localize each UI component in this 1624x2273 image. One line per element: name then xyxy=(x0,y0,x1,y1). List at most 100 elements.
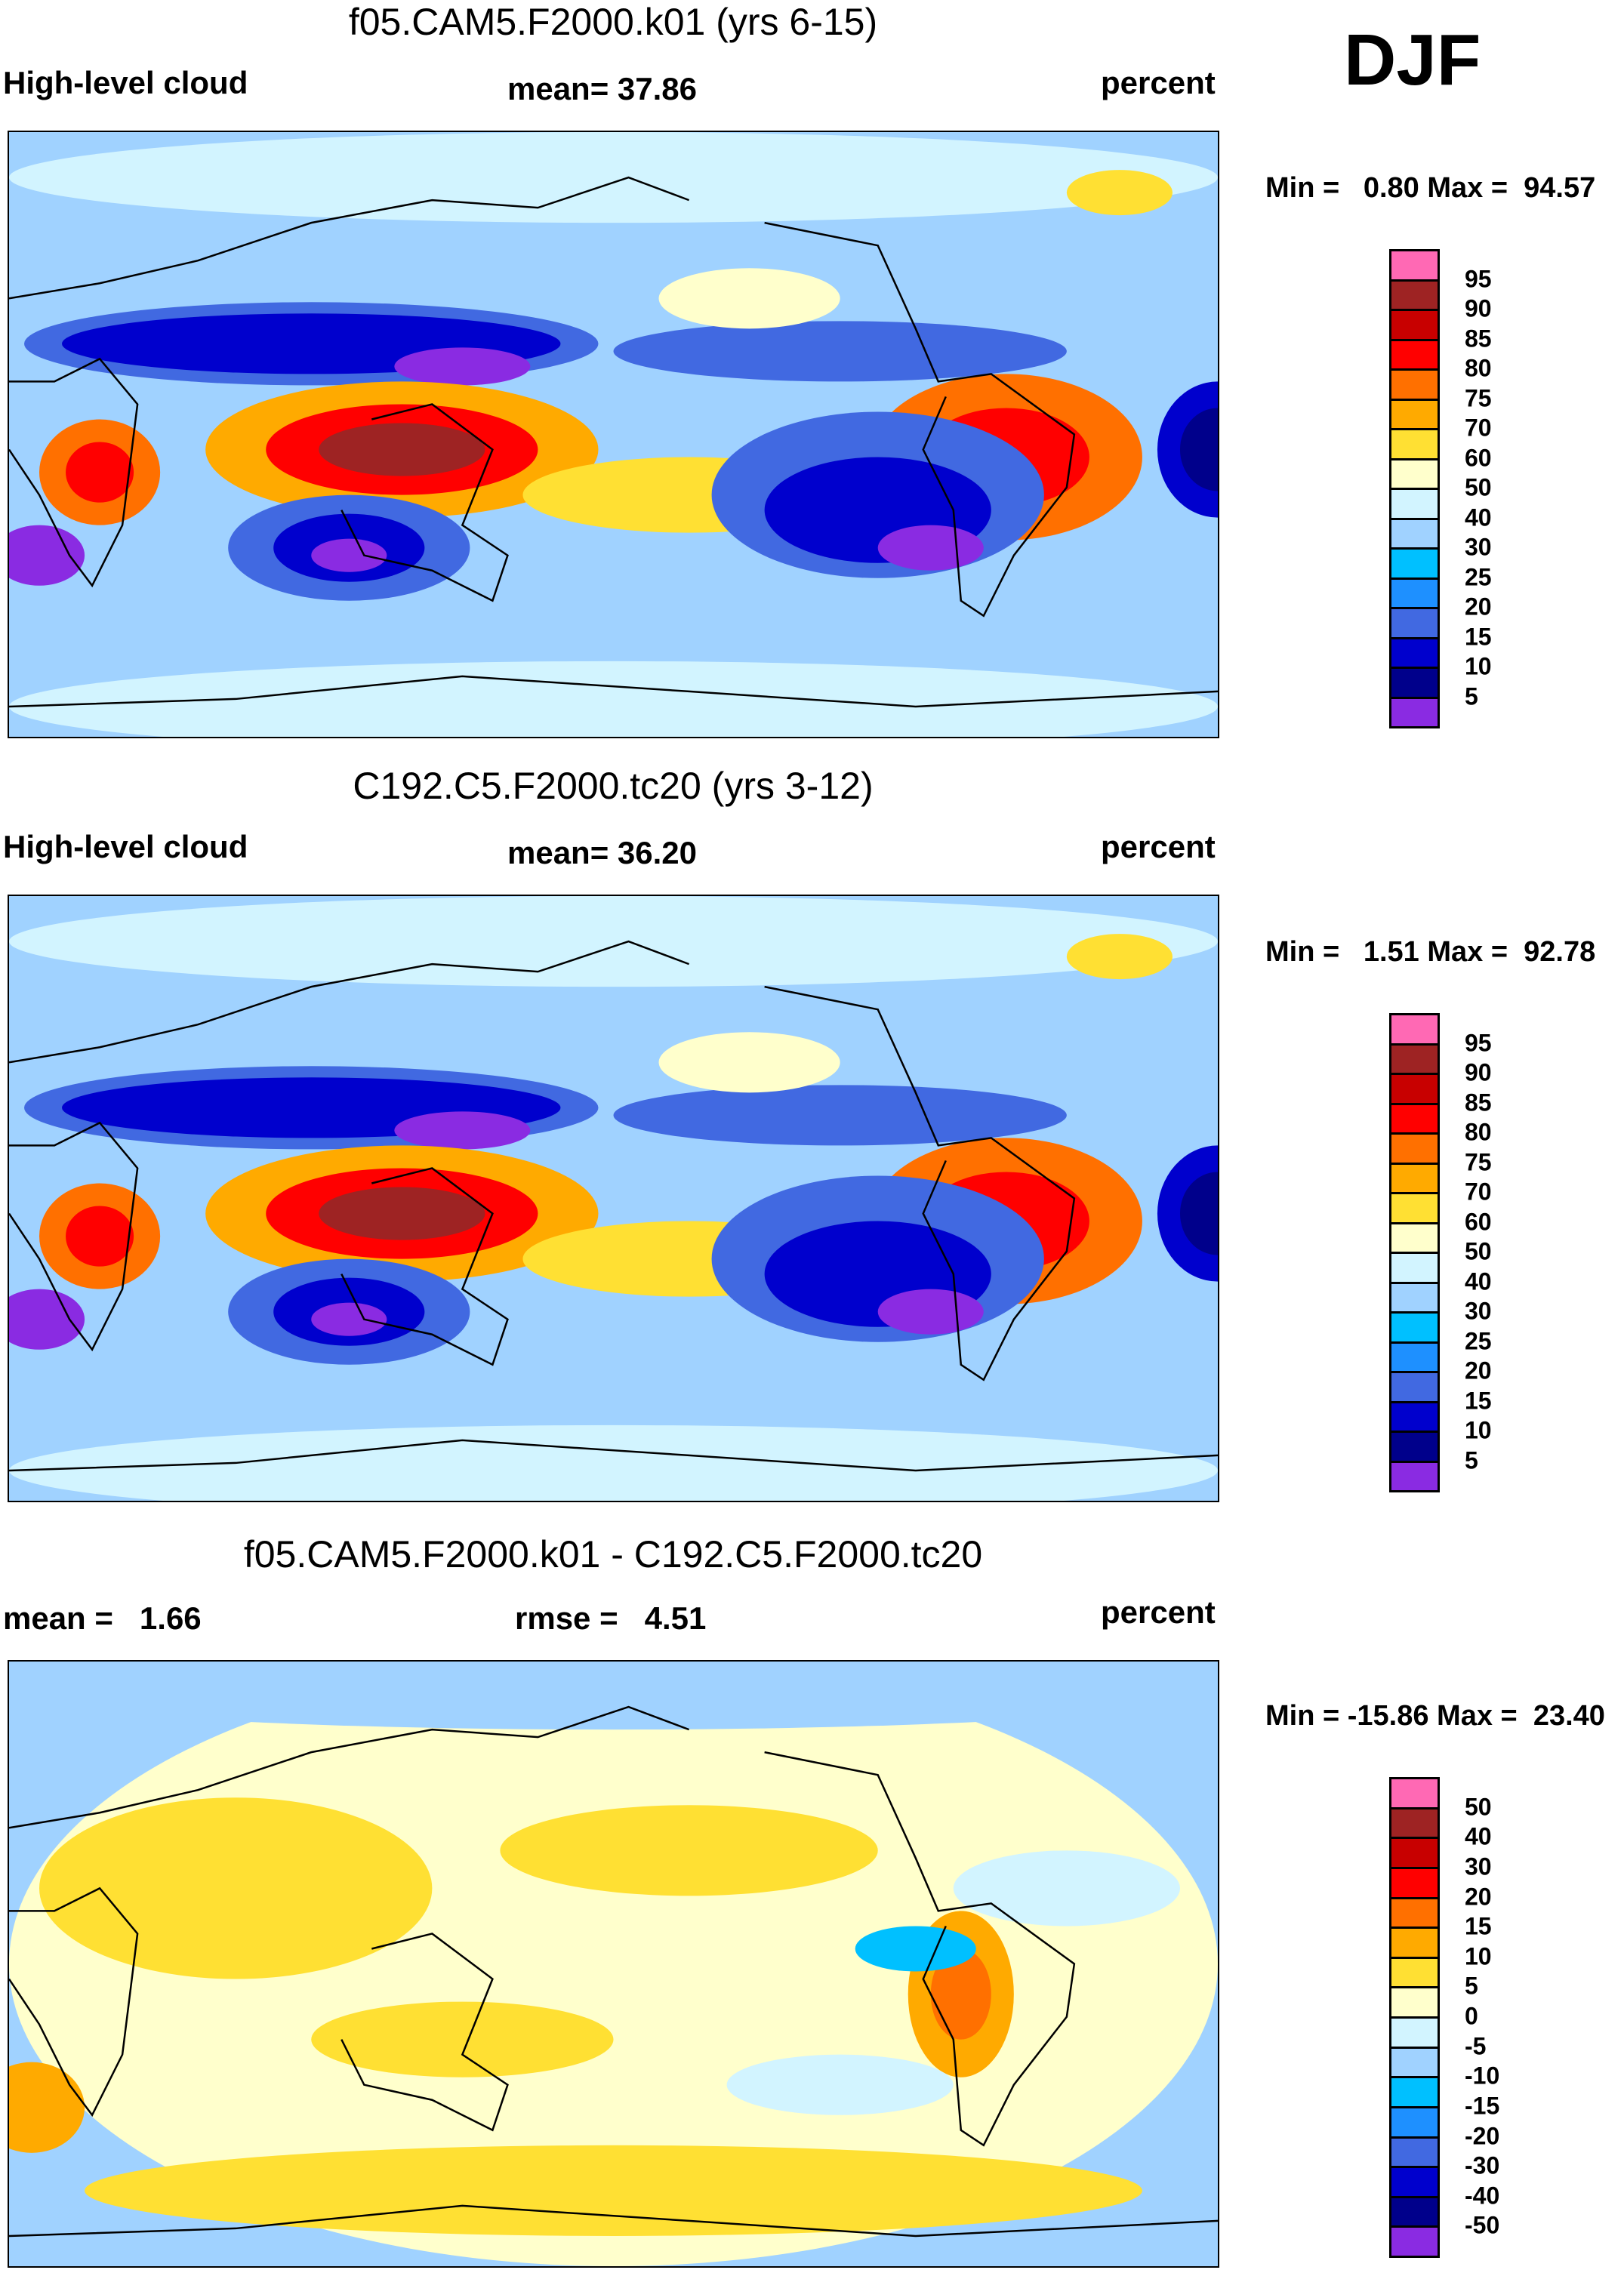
colorbar-swatch xyxy=(1389,1341,1440,1373)
colorbar-swatch xyxy=(1389,1221,1440,1254)
contour-region xyxy=(1066,934,1173,980)
colorbar-swatch xyxy=(1389,457,1440,490)
panel1-minmax: Min = 0.80 Max = 94.57 xyxy=(1265,172,1596,204)
colorbar-label: -40 xyxy=(1465,2182,1500,2210)
contour-region xyxy=(394,347,531,386)
contour-region xyxy=(9,2062,85,2153)
panel3-minmax: Min = -15.86 Max = 23.40 xyxy=(1265,1700,1605,1732)
colorbar-label: 15 xyxy=(1465,623,1492,650)
colorbar-swatch xyxy=(1389,2016,1440,2049)
colorbar-swatch xyxy=(1389,2046,1440,2079)
contour-region xyxy=(9,896,1218,987)
colorbar-label: -30 xyxy=(1465,2151,1500,2179)
colorbar-label: 30 xyxy=(1465,533,1492,561)
coastline xyxy=(9,940,690,1064)
colorbar-swatch xyxy=(1389,547,1440,580)
colorbar-label: 90 xyxy=(1465,1058,1492,1086)
colorbar-swatch xyxy=(1389,1311,1440,1344)
coastline xyxy=(9,2204,1218,2238)
contour-region xyxy=(877,525,984,571)
panel3-title: f05.CAM5.F2000.k01 - C192.C5.F2000.tc20 xyxy=(243,1533,983,1575)
colorbar-swatch xyxy=(1389,2105,1440,2139)
contour-region xyxy=(658,268,840,329)
panel3-map xyxy=(8,1660,1219,2268)
colorbar-swatch xyxy=(1389,667,1440,699)
coastline xyxy=(764,1751,1076,2147)
contour-region xyxy=(953,1850,1180,1927)
colorbar-swatch xyxy=(1389,1162,1440,1194)
colorbar-label: 25 xyxy=(1465,563,1492,590)
panel3-units: percent xyxy=(1101,1594,1216,1630)
contour-region xyxy=(500,1805,878,1896)
contour-region xyxy=(9,1289,85,1350)
colorbar-label: 40 xyxy=(1465,1267,1492,1295)
panel1-units: percent xyxy=(1101,65,1216,100)
colorbar-label: 5 xyxy=(1465,1446,1478,1474)
colorbar-swatch xyxy=(1389,1866,1440,1899)
contour-region xyxy=(394,1111,531,1150)
panel1-mean: mean= 37.86 xyxy=(507,71,698,106)
coastline xyxy=(341,1167,509,1366)
panel1-map xyxy=(8,131,1219,738)
colorbar-swatch xyxy=(1389,1043,1440,1075)
colorbar-label: 60 xyxy=(1465,444,1492,471)
colorbar-label: 15 xyxy=(1465,1912,1492,1940)
contour-region xyxy=(613,321,1067,382)
contour-region xyxy=(613,1085,1067,1146)
colorbar-label: 75 xyxy=(1465,384,1492,411)
colorbar-label: 10 xyxy=(1465,1942,1492,1970)
colorbar-swatch xyxy=(1389,488,1440,520)
colorbar-swatch xyxy=(1389,1460,1440,1492)
colorbar-label: 85 xyxy=(1465,325,1492,352)
colorbar-swatch xyxy=(1389,577,1440,609)
colorbar-swatch xyxy=(1389,1281,1440,1314)
colorbar-label: 75 xyxy=(1465,1148,1492,1175)
colorbar-swatch xyxy=(1389,428,1440,460)
coastline xyxy=(9,1705,690,1829)
colorbar-label: 0 xyxy=(1465,2002,1478,2030)
contour-region xyxy=(311,538,387,572)
colorbar-swatch xyxy=(1389,696,1440,728)
panel3-rmse: rmse = 4.51 xyxy=(515,1600,707,1636)
colorbar-label: 50 xyxy=(1465,473,1492,501)
colorbar-swatch xyxy=(1389,1132,1440,1165)
colorbar-label: -10 xyxy=(1465,2062,1500,2090)
coastline xyxy=(9,1439,1218,1472)
colorbar-swatch xyxy=(1389,249,1440,282)
contour-region xyxy=(9,661,1218,737)
colorbar-label: -5 xyxy=(1465,2032,1487,2060)
colorbar-label: 15 xyxy=(1465,1387,1492,1414)
colorbar-swatch xyxy=(1389,1013,1440,1046)
contour-region xyxy=(319,1187,485,1240)
colorbar-label: 80 xyxy=(1465,354,1492,382)
colorbar-label: 40 xyxy=(1465,1822,1492,1850)
coastline xyxy=(9,357,139,588)
colorbar-swatch xyxy=(1389,1956,1440,1989)
contour-region xyxy=(311,2001,614,2077)
colorbar-swatch xyxy=(1389,1431,1440,1463)
contour-region xyxy=(855,1926,976,1972)
panel2-colorbar: 95 90 85 80 75 70 60 50 40 30 25 20 15 10 5 xyxy=(1389,1013,1492,1492)
colorbar-swatch xyxy=(1389,1777,1440,1809)
colorbar-label: 30 xyxy=(1465,1297,1492,1325)
contour-region xyxy=(877,1289,984,1335)
panel3-mean: mean = 1.66 xyxy=(3,1600,202,1636)
contour-region xyxy=(1179,408,1218,491)
colorbar-swatch xyxy=(1389,636,1440,669)
colorbar-swatch xyxy=(1389,517,1440,550)
colorbar-swatch xyxy=(1389,1400,1440,1433)
coastline xyxy=(764,985,1076,1381)
colorbar-swatch xyxy=(1389,1252,1440,1284)
colorbar-swatch xyxy=(1389,1371,1440,1403)
colorbar-swatch xyxy=(1389,2195,1440,2228)
contour-region xyxy=(311,1302,387,1336)
contour-region xyxy=(1066,170,1173,216)
contour-region xyxy=(930,1948,991,2040)
colorbar-swatch xyxy=(1389,338,1440,371)
colorbar-swatch xyxy=(1389,1806,1440,1840)
contour-region xyxy=(66,442,134,503)
colorbar-label: 20 xyxy=(1465,1883,1492,1910)
colorbar-label: -50 xyxy=(1465,2211,1500,2239)
colorbar-label: 25 xyxy=(1465,1327,1492,1354)
colorbar-label: -20 xyxy=(1465,2122,1500,2149)
